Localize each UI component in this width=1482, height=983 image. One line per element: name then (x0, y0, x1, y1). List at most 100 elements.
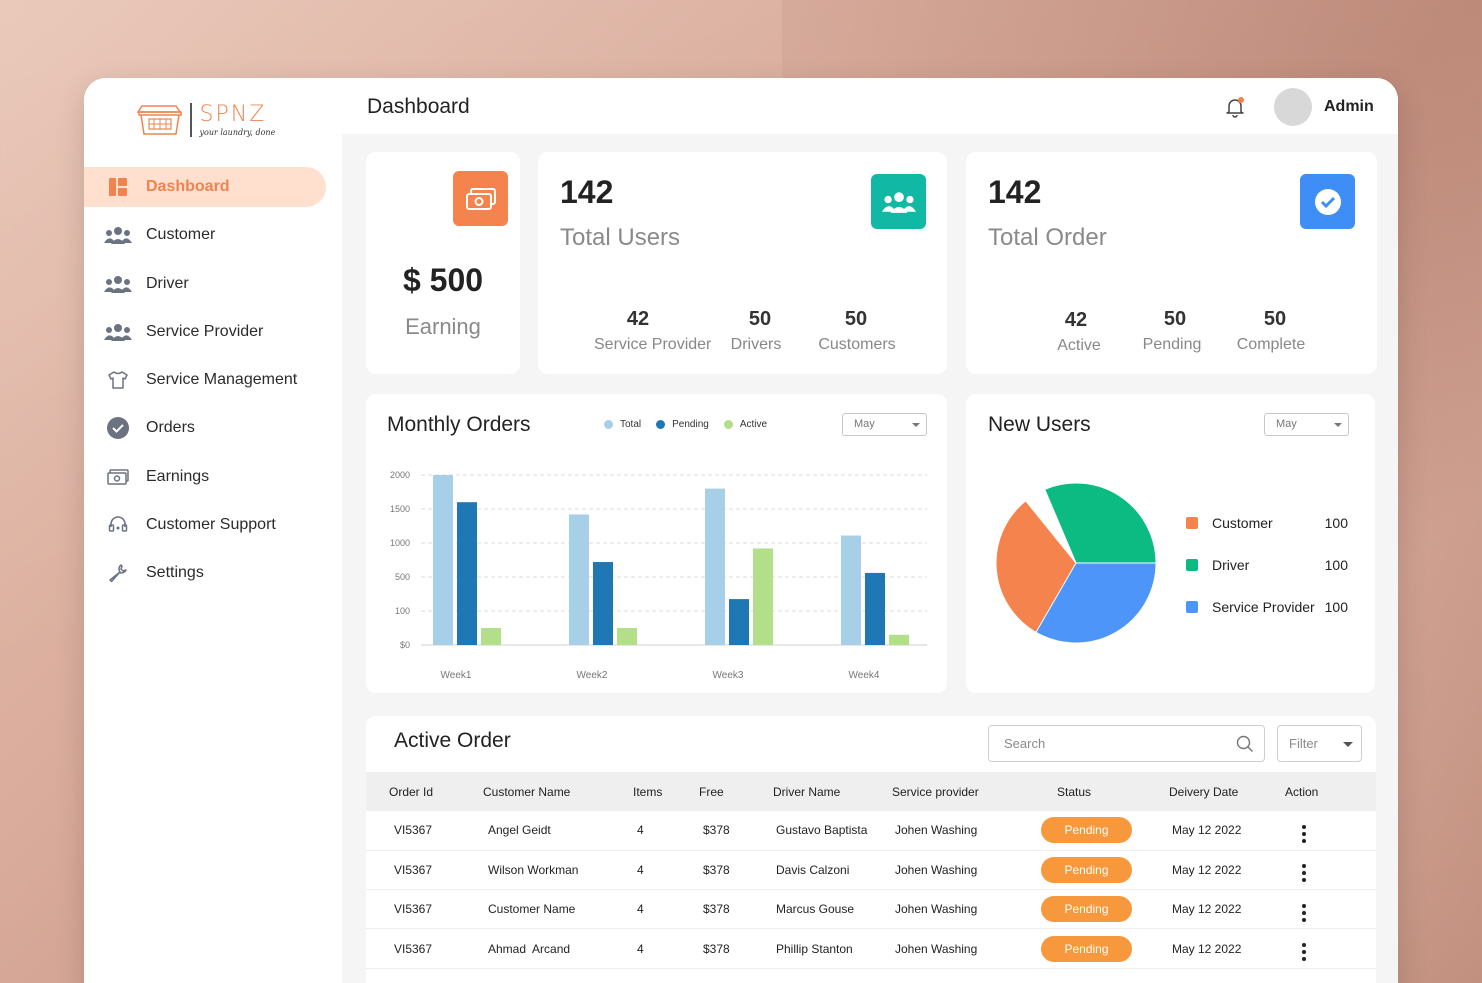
month-select[interactable]: May (842, 413, 927, 436)
cell-date: May 12 2022 (1172, 862, 1242, 877)
sidebar: SPNZ your laundry, done Dashboard Custom… (84, 78, 342, 983)
cell-date: May 12 2022 (1172, 902, 1242, 917)
monthly-orders-title: Monthly Orders (387, 413, 531, 436)
total-order-card: 142 Total Order 42 Active 50 Pending 50 … (966, 152, 1377, 374)
chevron-down-icon (912, 423, 920, 427)
total-users-card: 142 Total Users 42 Service Provider 50 D… (538, 152, 947, 374)
basket-icon (136, 102, 184, 138)
cell-order-id: VI5367 (394, 862, 433, 877)
sidebar-item-settings[interactable]: Settings (84, 553, 342, 593)
table-row[interactable]: VI5367 Wilson Workman 4 $378 Davis Calzo… (366, 850, 1376, 890)
cell-order-id: VI5367 (394, 823, 433, 838)
table-row[interactable]: VI5367 Angel Geidt 4 $378 Gustavo Baptis… (366, 811, 1376, 851)
earning-card: $ 500 Earning (366, 152, 520, 374)
legend-total-dot (604, 420, 613, 429)
x-tick-label: Week2 (577, 670, 608, 681)
cell-items: 4 (637, 823, 644, 838)
bar-active (889, 634, 909, 645)
sidebar-item-earnings[interactable]: Earnings (84, 457, 342, 497)
sidebar-item-label: Service Provider (146, 322, 264, 340)
bar-total (841, 535, 861, 645)
cell-fee: $378 (703, 862, 730, 877)
shirt-icon (104, 369, 132, 391)
filter-select[interactable]: Filter (1277, 725, 1362, 762)
cell-fee: $378 (703, 941, 730, 956)
x-tick-label: Week1 (441, 670, 472, 681)
headset-icon (104, 514, 132, 536)
y-tick-label: $0 (400, 640, 410, 650)
cell-customer: Wilson Workman (488, 862, 579, 877)
cell-items: 4 (637, 902, 644, 917)
col-status: Status (1057, 784, 1092, 799)
new-users-title: New Users (988, 413, 1091, 436)
cell-items: 4 (637, 941, 644, 956)
cell-customer: Angel Geidt (488, 823, 551, 838)
legend-active-label: Active (739, 419, 768, 430)
search-input[interactable]: Search (988, 725, 1265, 762)
check-circle-icon (104, 417, 132, 440)
legend-value: 100 (1324, 557, 1348, 573)
pie-legend-service-provider: Service Provider 100 (1186, 599, 1348, 615)
logo[interactable]: SPNZ your laundry, done (136, 98, 286, 142)
sidebar-item-dashboard[interactable]: Dashboard (84, 167, 326, 207)
more-icon[interactable] (1302, 824, 1306, 843)
bar-pending (865, 572, 885, 645)
app-window: SPNZ your laundry, done Dashboard Custom… (84, 78, 1398, 983)
status-badge: Pending (1041, 896, 1132, 923)
active-order-title: Active Order (394, 729, 511, 752)
sidebar-nav: Dashboard Customer Driver Service Provid… (84, 167, 342, 602)
col-driver-name: Driver Name (773, 784, 841, 799)
sidebar-item-label: Driver (146, 274, 189, 292)
sidebar-item-customer[interactable]: Customer (84, 215, 342, 255)
check-circle-icon (1300, 174, 1355, 229)
sidebar-item-service-provider[interactable]: Service Provider (84, 312, 342, 352)
cell-items: 4 (637, 862, 644, 877)
user-name[interactable]: Admin (1324, 98, 1374, 115)
total-order-label: Total Order (988, 224, 1107, 251)
avatar[interactable] (1274, 88, 1312, 126)
users-icon (104, 273, 132, 295)
total-users-value: 142 (560, 174, 614, 210)
bar-total (569, 514, 589, 645)
sidebar-item-label: Orders (146, 419, 195, 437)
filter-label: Filter (1289, 736, 1318, 751)
bar-active (617, 628, 637, 645)
sidebar-item-driver[interactable]: Driver (84, 264, 342, 304)
stat-active-count: 42 (1064, 309, 1088, 331)
brand-tagline: your laundry, done (199, 127, 276, 137)
cell-customer: Customer Name (488, 902, 576, 917)
bell-icon[interactable] (1224, 96, 1246, 118)
search-icon[interactable] (1236, 735, 1254, 756)
more-icon[interactable] (1302, 943, 1306, 962)
bar-chart: 2000 1500 1000 500 100 $0 Week1 Week2 Week3 Week4 (390, 470, 927, 681)
users-icon (871, 174, 926, 229)
more-icon[interactable] (1302, 864, 1306, 883)
more-icon[interactable] (1302, 903, 1306, 922)
logo-divider (190, 103, 192, 137)
y-tick-label: 100 (395, 606, 410, 616)
legend-value: 100 (1324, 515, 1348, 531)
cell-order-id: VI5367 (394, 902, 433, 917)
bar-pending (457, 502, 477, 645)
month-select[interactable]: May (1264, 413, 1349, 436)
sidebar-item-label: Customer (146, 226, 216, 244)
sidebar-item-label: Dashboard (146, 178, 230, 195)
dashboard-icon (104, 176, 132, 198)
legend-value: 100 (1324, 599, 1348, 615)
table-row[interactable]: VI5367 Customer Name 4 $378 Marcus Gouse… (366, 890, 1376, 929)
status-badge: Pending (1041, 817, 1132, 844)
pie-slice-service-provider (1035, 562, 1157, 644)
cell-driver: Phillip Stanton (776, 941, 853, 956)
legend-swatch (1186, 559, 1198, 571)
money-icon (453, 171, 508, 226)
cell-provider: Johen Washing (895, 941, 978, 956)
sidebar-item-service-management[interactable]: Service Management (84, 360, 342, 400)
sidebar-item-orders[interactable]: Orders (84, 408, 342, 448)
y-tick-label: 1000 (390, 538, 410, 548)
users-icon (104, 321, 132, 343)
table-row[interactable]: VI5367 Ahmad Arcand 4 $378 Phillip Stant… (366, 929, 1376, 969)
chart-legend: Total Pending Active (604, 419, 767, 430)
sidebar-item-customer-support[interactable]: Customer Support (84, 505, 342, 545)
pie-legend-customer: Customer 100 (1186, 515, 1348, 531)
earning-label: Earning (405, 314, 481, 339)
